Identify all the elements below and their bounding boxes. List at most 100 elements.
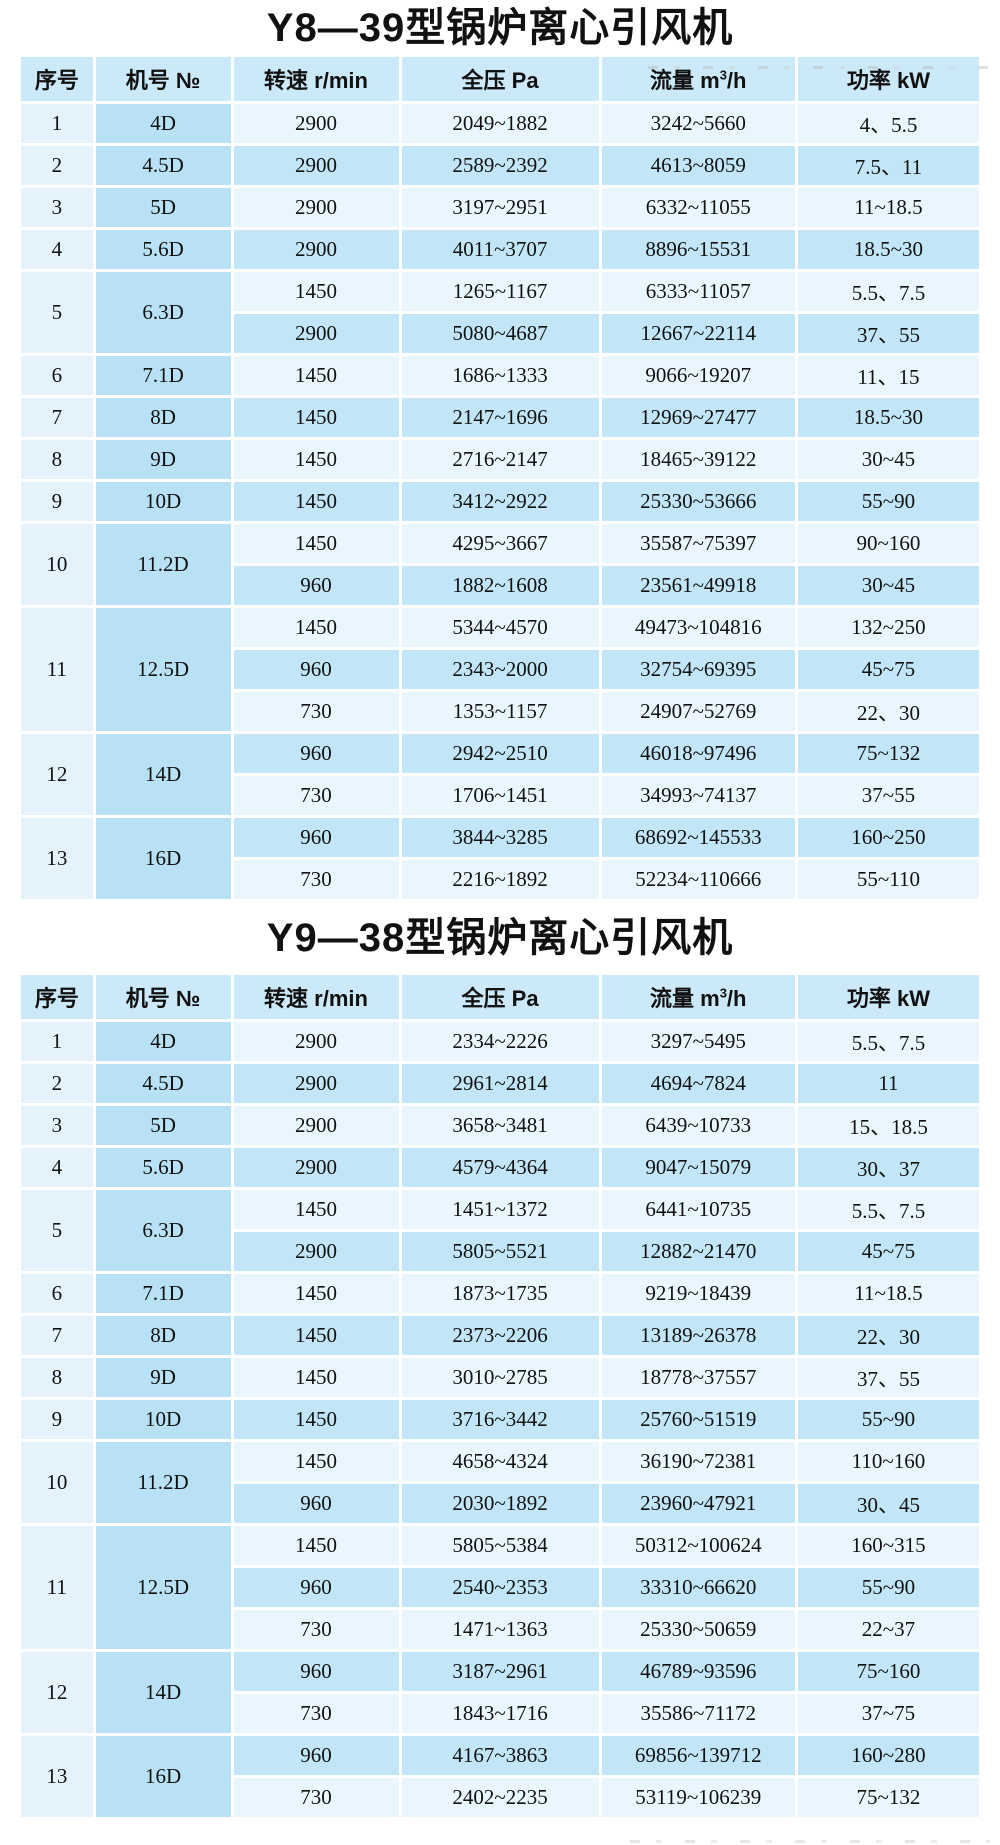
table-title-y9-38: Y9—38型锅炉离心引风机 (266, 916, 734, 960)
table-row: 6 7.1D 1450 1873~1735 9219~18439 11~18.5 (21, 1274, 979, 1313)
cell-power: 22~37 (797, 1610, 979, 1649)
cell-pressure: 4167~3863 (401, 1736, 599, 1775)
table-row: 1 4D 2900 2049~1882 3242~5660 4、5.5 (21, 104, 979, 143)
table-row: 3 5D 2900 3658~3481 6439~10733 15、18.5 (21, 1106, 979, 1145)
fan-spec-table: 序号 机号 № 转速 r/min 全压 Pa 流量 m3/h 功率 kW 1 4D 2900 20… (18, 54, 982, 902)
table-row: 11 12.5D 1450 5344~4570 49473~104816 132~250 (21, 608, 979, 731)
cell-power: 75~160 (797, 1652, 979, 1691)
cell-flow: 68692~145533 (601, 818, 795, 857)
cell-speed: 730 (233, 860, 399, 899)
cell-flow: 6333~11057 (601, 272, 795, 311)
column-header-pressure: 全压 Pa (401, 57, 599, 101)
cell-speed: 960 (233, 1736, 399, 1775)
cell-speed: 960 (233, 1568, 399, 1607)
cell-flow: 12969~27477 (601, 398, 795, 437)
cell-model: 7.1D (95, 1274, 231, 1313)
cell-flow: 35587~75397 (601, 524, 795, 563)
cell-model: 8D (95, 1316, 231, 1355)
table-row: 730 1471~1363 25330~50659 22~37 (21, 1610, 979, 1649)
cell-pressure: 3716~3442 (401, 1400, 599, 1439)
cell-model: 14D (95, 734, 231, 815)
cell-power: 37~55 (797, 776, 979, 815)
table-row: 11 12.5D 1450 5805~5384 50312~100624 160~315 (21, 1526, 979, 1649)
cell-seq: 2 (21, 1064, 93, 1103)
cell-speed: 1450 (233, 356, 399, 395)
table-row: 5 6.3D 1450 1451~1372 6441~10735 5.5、7.5 (21, 1190, 979, 1271)
cell-model: 4.5D (95, 146, 231, 185)
column-header-model: 机号 № (95, 57, 231, 101)
cell-pressure: 2343~2000 (401, 650, 599, 689)
cell-power: 37、55 (797, 1358, 979, 1397)
table-row: 12 14D 960 2942~2510 46018~97496 75~132 (21, 734, 979, 815)
cell-power: 55~90 (797, 1568, 979, 1607)
cell-seq: 6 (21, 1274, 93, 1313)
cell-pressure: 2030~1892 (401, 1484, 599, 1523)
cell-flow: 23561~49918 (601, 566, 795, 605)
cell-power: 30~45 (797, 440, 979, 479)
table-row: 12 14D 960 3187~2961 46789~93596 75~160 (21, 1652, 979, 1733)
cell-flow: 52234~110666 (601, 860, 795, 899)
cell-flow: 24907~52769 (601, 692, 795, 731)
cell-pressure: 5805~5521 (401, 1232, 599, 1271)
cell-speed: 2900 (233, 1064, 399, 1103)
cell-flow: 69856~139712 (601, 1736, 795, 1775)
cell-seq: 13 (21, 818, 93, 899)
cell-power: 18.5~30 (797, 230, 979, 269)
cell-speed: 2900 (233, 314, 399, 353)
cell-pressure: 2961~2814 (401, 1064, 599, 1103)
table-row: 730 1706~1451 34993~74137 37~55 (21, 776, 979, 815)
cell-power: 45~75 (797, 650, 979, 689)
cell-speed: 1450 (233, 1316, 399, 1355)
column-header-power: 功率 kW (797, 975, 979, 1019)
table-row: 2900 5080~4687 12667~22114 37、55 (21, 314, 979, 353)
cell-flow: 12882~21470 (601, 1232, 795, 1271)
table-row: 9 10D 1450 3716~3442 25760~51519 55~90 (21, 1400, 979, 1439)
cell-power: 160~250 (797, 818, 979, 857)
cell-speed: 2900 (233, 1106, 399, 1145)
cell-flow: 6332~11055 (601, 188, 795, 227)
cell-pressure: 3187~2961 (401, 1652, 599, 1691)
cell-pressure: 5344~4570 (401, 608, 599, 647)
cell-seq: 1 (21, 104, 93, 143)
cell-flow: 9219~18439 (601, 1274, 795, 1313)
header-row: 序号 机号 № 转速 r/min 全压 Pa 流量 m3/h 功率 kW (21, 975, 979, 1019)
cell-speed: 1450 (233, 1400, 399, 1439)
cell-speed: 960 (233, 1484, 399, 1523)
cell-power: 160~315 (797, 1526, 979, 1565)
cell-pressure: 5805~5384 (401, 1526, 599, 1565)
cell-power: 55~90 (797, 1400, 979, 1439)
cell-pressure: 4658~4324 (401, 1442, 599, 1481)
cell-flow: 18465~39122 (601, 440, 795, 479)
cell-flow: 32754~69395 (601, 650, 795, 689)
cell-model: 6.3D (95, 272, 231, 353)
cell-flow: 25760~51519 (601, 1400, 795, 1439)
cell-speed: 730 (233, 1694, 399, 1733)
cell-model: 16D (95, 818, 231, 899)
cell-pressure: 2334~2226 (401, 1022, 599, 1061)
cell-speed: 1450 (233, 1526, 399, 1565)
cell-speed: 1450 (233, 1274, 399, 1313)
cell-model: 10D (95, 482, 231, 521)
cell-pressure: 1471~1363 (401, 1610, 599, 1649)
table-row: 10 11.2D 1450 4295~3667 35587~75397 90~160 (21, 524, 979, 605)
cell-pressure: 2216~1892 (401, 860, 599, 899)
cell-speed: 1450 (233, 608, 399, 647)
table-row: 960 1882~1608 23561~49918 30~45 (21, 566, 979, 605)
cell-power: 7.5、11 (797, 146, 979, 185)
cell-flow: 25330~53666 (601, 482, 795, 521)
header-row: 序号 机号 № 转速 r/min 全压 Pa 流量 m3/h 功率 kW (21, 57, 979, 101)
cell-speed: 2900 (233, 230, 399, 269)
table-row: 960 2343~2000 32754~69395 45~75 (21, 650, 979, 689)
cell-model: 5.6D (95, 230, 231, 269)
cell-speed: 730 (233, 1778, 399, 1817)
cell-power: 22、30 (797, 1316, 979, 1355)
cell-speed: 1450 (233, 272, 399, 311)
column-header-speed: 转速 r/min (233, 975, 399, 1019)
cell-pressure: 1873~1735 (401, 1274, 599, 1313)
cell-pressure: 4579~4364 (401, 1148, 599, 1187)
cell-pressure: 1686~1333 (401, 356, 599, 395)
cell-model: 7.1D (95, 356, 231, 395)
cell-model: 5D (95, 1106, 231, 1145)
cell-power: 5.5、7.5 (797, 272, 979, 311)
cell-model: 12.5D (95, 1526, 231, 1649)
